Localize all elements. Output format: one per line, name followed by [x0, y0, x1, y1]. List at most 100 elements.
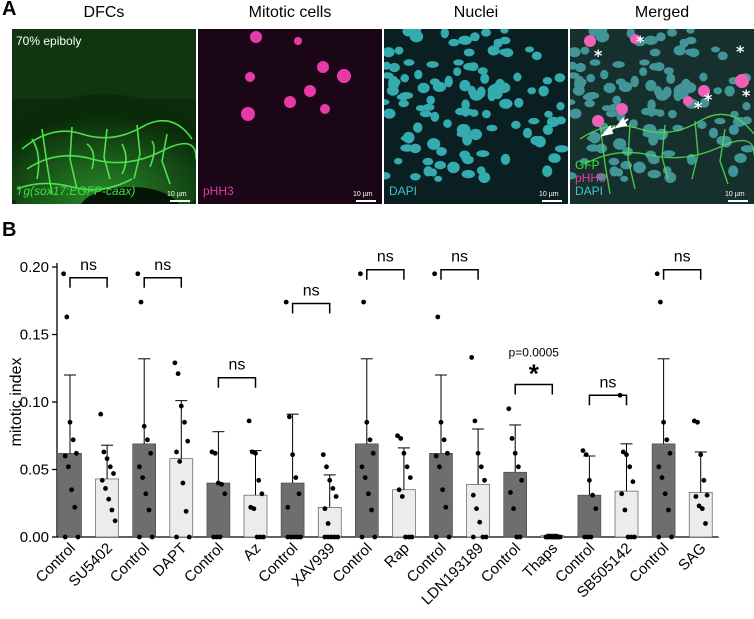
nucleus-blob	[426, 95, 435, 105]
column-title-mitotic-cells: Mitotic cells	[248, 4, 332, 21]
data-point	[662, 491, 668, 497]
nucleus-blob	[447, 161, 460, 174]
column-title-merged: Merged	[634, 4, 690, 21]
y-tick-label: 0.05	[20, 462, 49, 479]
data-point	[287, 414, 292, 420]
nucleus-blob	[481, 29, 491, 37]
nucleus-blob	[649, 48, 661, 57]
data-point	[698, 452, 704, 458]
data-point	[469, 355, 475, 360]
nucleus-blob	[538, 85, 549, 97]
category-label: Control	[478, 540, 524, 586]
significance-label: ns	[303, 282, 320, 299]
nucleus-blob	[588, 131, 601, 144]
data-point	[72, 504, 78, 510]
comparison-bracket	[143, 277, 183, 288]
nucleus-blob	[629, 119, 638, 128]
nucleus-blob	[662, 150, 676, 157]
data-point	[580, 448, 586, 453]
data-point	[511, 506, 516, 512]
nucleus-blob	[656, 32, 666, 42]
data-point	[182, 419, 187, 425]
data-point	[140, 475, 146, 480]
data-point	[67, 419, 73, 425]
nucleus-blob	[500, 153, 511, 165]
nucleus-blob	[426, 61, 439, 68]
y-tick-label: 0.20	[20, 259, 49, 276]
data-point	[359, 534, 365, 540]
data-point	[557, 534, 563, 540]
data-point	[658, 299, 663, 305]
data-point	[477, 519, 483, 525]
data-point	[474, 506, 479, 512]
data-point	[180, 480, 186, 486]
nucleus-blob	[570, 172, 577, 180]
data-point	[409, 534, 415, 540]
comparison-bracket	[588, 394, 628, 406]
data-point	[398, 436, 404, 441]
nucleus-blob	[480, 73, 490, 84]
significance-label: ns	[451, 249, 468, 266]
data-point	[325, 521, 331, 526]
svg-text:*: *	[736, 42, 745, 61]
mitotic-index-bar-chart: 0.00 0.05 0.10 0.15 0.20 mitotic index Control…	[8, 249, 719, 608]
data-point	[369, 507, 374, 513]
data-point	[217, 534, 223, 540]
nucleus-blob	[402, 29, 415, 37]
data-point	[664, 437, 670, 443]
nucleus-blob	[644, 35, 658, 45]
category-label: Control	[329, 540, 375, 586]
data-point	[693, 494, 699, 499]
comparison-bracket	[291, 302, 331, 314]
data-point	[407, 475, 413, 480]
nucleus-blob	[463, 62, 476, 71]
nucleus-blob	[699, 72, 708, 82]
nucleus-blob	[603, 82, 616, 94]
data-point	[137, 534, 142, 540]
data-point	[137, 464, 142, 470]
data-point	[433, 453, 439, 459]
data-point	[148, 450, 154, 456]
data-point	[296, 491, 302, 497]
overlay-phh3-label: pHH3	[203, 184, 234, 198]
nucleus-blob	[440, 29, 449, 39]
scale-label-3: 10 µm	[539, 191, 559, 198]
bar	[354, 443, 379, 538]
bar	[169, 458, 194, 538]
nucleus-blob	[686, 29, 695, 34]
data-point	[145, 437, 150, 443]
data-point	[261, 534, 266, 540]
data-point	[509, 436, 515, 441]
bar	[243, 494, 268, 538]
nucleus-blob	[461, 169, 475, 179]
data-point	[475, 450, 481, 456]
data-point	[583, 452, 589, 458]
data-point	[699, 506, 705, 512]
data-point	[106, 496, 112, 502]
nucleus-blob	[469, 128, 482, 141]
nucleus-blob	[427, 138, 441, 150]
nucleus-blob	[534, 136, 546, 148]
data-point	[445, 450, 450, 456]
nucleus-blob	[388, 75, 399, 88]
nucleus-blob	[527, 87, 536, 95]
nucleus-blob	[513, 72, 522, 82]
data-point	[327, 477, 333, 483]
nucleus-blob	[724, 85, 735, 97]
data-point	[395, 433, 400, 439]
panel-a-letter: A	[2, 0, 17, 20]
data-point	[622, 507, 628, 513]
data-point	[146, 507, 152, 513]
nucleus-blob	[461, 155, 473, 162]
panel-b-letter: B	[2, 219, 17, 241]
data-point	[320, 452, 326, 458]
nucleus-blob	[639, 59, 650, 66]
data-point	[98, 411, 104, 417]
nucleus-blob	[580, 46, 590, 55]
nucleus-blob	[595, 143, 607, 154]
y-axis-label: mitotic index	[8, 358, 25, 447]
data-point	[437, 464, 442, 470]
data-point	[667, 450, 673, 456]
nucleus-blob	[605, 110, 618, 118]
nucleus-blob	[620, 175, 629, 182]
